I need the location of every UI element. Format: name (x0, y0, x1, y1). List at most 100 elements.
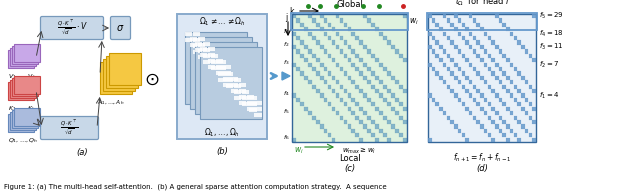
Bar (435, 71, 439, 76)
Bar (435, 54, 439, 58)
Bar (340, 85, 343, 89)
Bar (254, 101, 262, 105)
Bar (380, 129, 383, 133)
Bar (239, 89, 246, 93)
Text: $f_4$: $f_4$ (284, 89, 290, 98)
Bar (344, 89, 348, 93)
Bar (208, 47, 215, 51)
Bar (476, 102, 480, 107)
Bar (100, 62, 132, 94)
Bar (195, 42, 202, 46)
Bar (395, 111, 399, 115)
Bar (480, 124, 484, 129)
Bar (451, 58, 454, 62)
Bar (308, 14, 312, 18)
Bar (200, 53, 207, 57)
Bar (447, 36, 450, 40)
Bar (510, 32, 513, 36)
Bar (316, 89, 319, 93)
Bar (193, 32, 200, 36)
Bar (473, 67, 476, 71)
Bar (226, 84, 233, 88)
Bar (451, 41, 454, 45)
Bar (371, 85, 375, 89)
Bar (484, 129, 488, 133)
Bar (514, 36, 517, 40)
Bar (185, 32, 192, 36)
Bar (324, 49, 328, 54)
Bar (367, 49, 371, 54)
Bar (348, 27, 351, 31)
Bar (454, 27, 458, 31)
Bar (328, 23, 332, 27)
Bar (454, 14, 458, 18)
Bar (532, 89, 536, 93)
Bar (473, 115, 476, 120)
Bar (296, 49, 300, 54)
Bar (495, 94, 499, 98)
Bar (231, 83, 238, 87)
Bar (351, 62, 355, 67)
Bar (383, 67, 387, 71)
Bar (12, 78, 38, 96)
Bar (296, 36, 300, 40)
Bar (324, 80, 328, 84)
FancyBboxPatch shape (40, 16, 104, 40)
Bar (525, 80, 529, 84)
Bar (517, 120, 521, 124)
Bar (488, 36, 491, 40)
Bar (351, 111, 355, 115)
Bar (495, 14, 499, 18)
Bar (312, 54, 316, 58)
Bar (495, 124, 499, 129)
Bar (529, 102, 532, 107)
Bar (324, 18, 328, 23)
Bar (451, 71, 454, 76)
Bar (190, 37, 197, 41)
Text: (c): (c) (344, 164, 355, 173)
Bar (465, 41, 468, 45)
Bar (237, 85, 244, 89)
Bar (375, 107, 379, 111)
Bar (340, 98, 343, 102)
Bar (488, 54, 491, 58)
Bar (218, 66, 225, 70)
Bar (185, 38, 192, 42)
Bar (213, 61, 221, 65)
Bar (231, 89, 238, 93)
Bar (328, 102, 332, 107)
Bar (532, 14, 536, 18)
Bar (200, 50, 208, 54)
Bar (312, 85, 316, 89)
Bar (208, 68, 216, 72)
Bar (506, 89, 509, 93)
Bar (447, 18, 450, 23)
Bar (193, 38, 200, 42)
Bar (514, 98, 517, 102)
Bar (499, 129, 502, 133)
Bar (320, 14, 324, 18)
Bar (465, 89, 468, 93)
Text: $\Omega_1 \neq \ldots \neq \Omega_h$: $\Omega_1 \neq \ldots \neq \Omega_h$ (198, 16, 245, 28)
Bar (476, 41, 480, 45)
Bar (428, 138, 431, 142)
Bar (312, 36, 316, 40)
Bar (218, 60, 225, 64)
Bar (340, 49, 343, 54)
Bar (198, 55, 205, 59)
Bar (324, 32, 328, 36)
Bar (458, 18, 461, 23)
Bar (443, 14, 447, 18)
Bar (211, 54, 218, 58)
Bar (304, 27, 308, 31)
Bar (348, 45, 351, 49)
Text: $Q_1,\ldots,Q_h$: $Q_1,\ldots,Q_h$ (8, 136, 38, 145)
Bar (296, 98, 300, 102)
Text: $f_6$: $f_6$ (284, 133, 290, 142)
Bar (203, 60, 210, 64)
Bar (292, 45, 296, 49)
Bar (502, 120, 506, 124)
Bar (443, 49, 447, 54)
Bar (216, 62, 223, 66)
Bar (332, 41, 335, 45)
